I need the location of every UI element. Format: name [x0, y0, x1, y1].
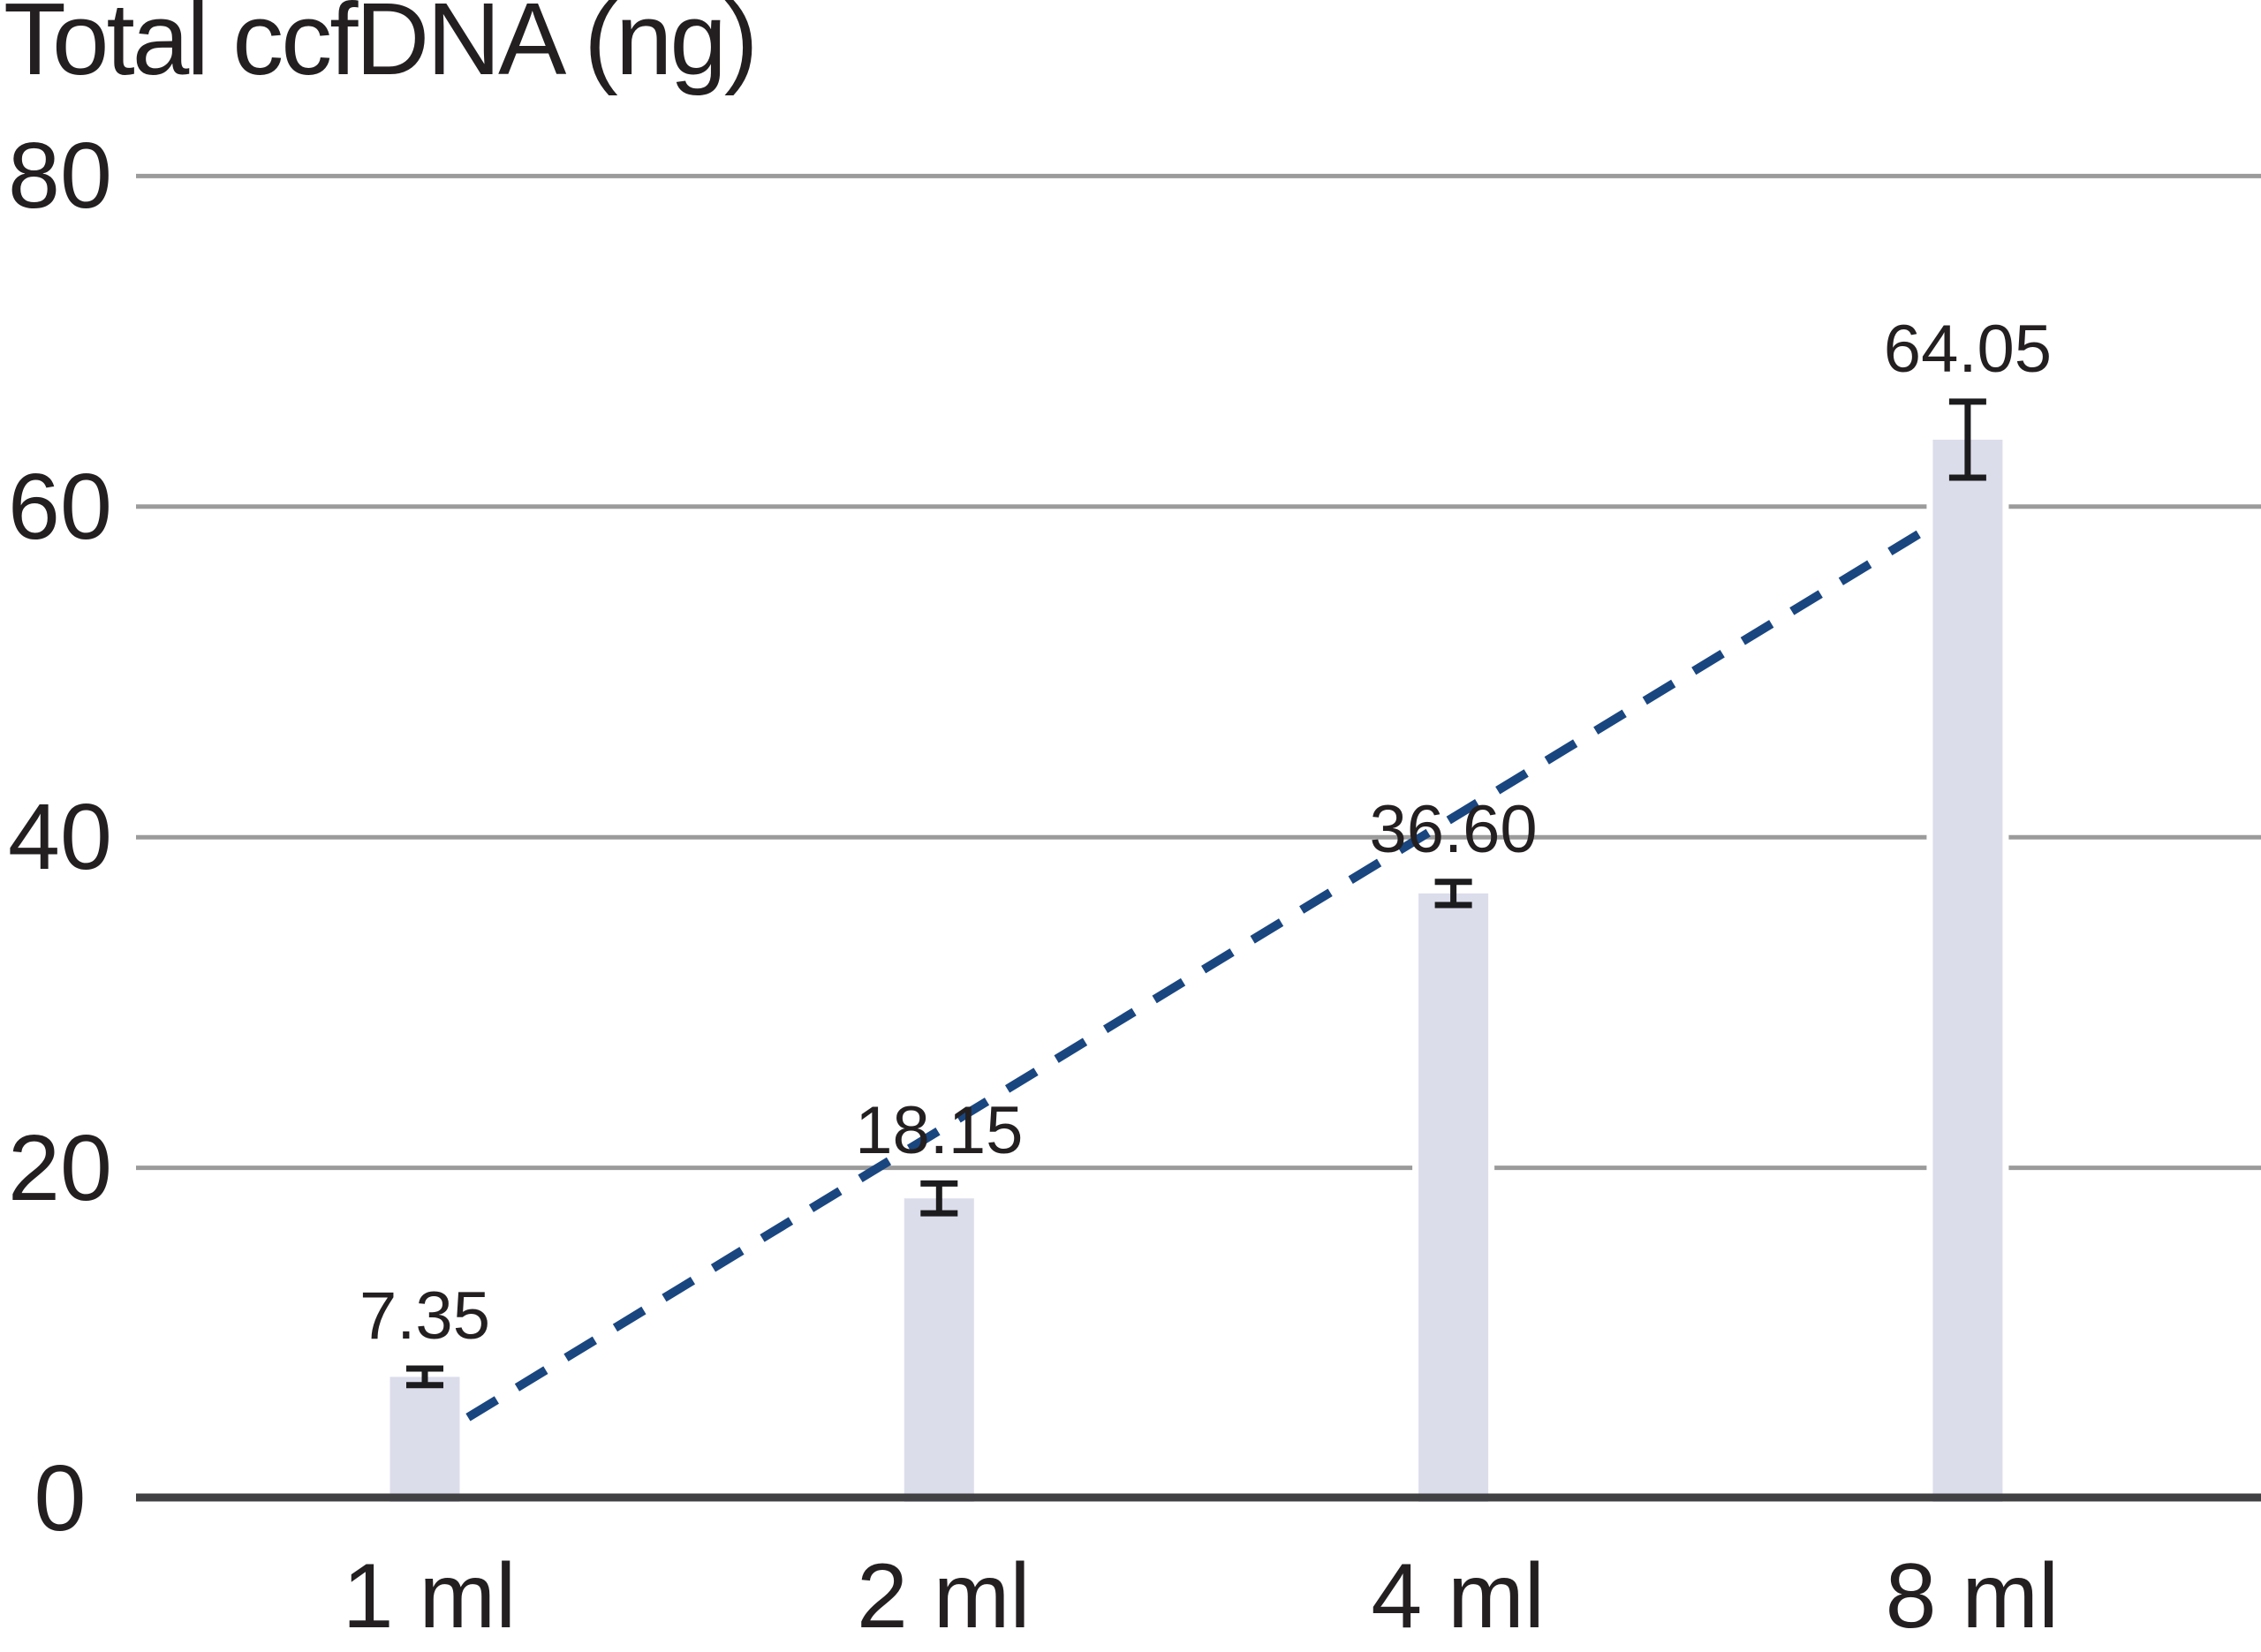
value-label-1 ml: 7.35 [359, 1279, 490, 1354]
bar-2 ml [904, 1198, 974, 1502]
x-axis-label-2 ml: 2 ml [857, 1545, 1031, 1648]
error-bar-2 ml [920, 1180, 958, 1217]
y-tick-label-80: 80 [8, 124, 112, 229]
y-tick-label-0: 0 [34, 1446, 87, 1550]
trendline [465, 517, 1942, 1422]
y-tick-label-20: 20 [8, 1115, 112, 1220]
value-label-8 ml: 64.05 [1883, 311, 2052, 387]
bar-4 ml [1418, 893, 1489, 1502]
bar-8 ml [1932, 439, 2003, 1502]
error-bar-1 ml [406, 1365, 443, 1389]
chart-title: Total ccfDNA (ng) [4, 0, 759, 96]
value-label-4 ml: 36.60 [1369, 791, 1538, 867]
y-tick-label-60: 60 [8, 454, 112, 559]
y-tick-label-40: 40 [8, 785, 112, 890]
error-bar-8 ml [1948, 398, 1986, 481]
value-label-2 ml: 18.15 [855, 1093, 1024, 1169]
x-axis-label-1 ml: 1 ml [342, 1545, 517, 1648]
x-axis-label-8 ml: 8 ml [1885, 1545, 2060, 1648]
error-bar-4 ml [1434, 879, 1472, 909]
bar-1 ml [389, 1377, 460, 1502]
x-axis-label-4 ml: 4 ml [1371, 1545, 1545, 1648]
